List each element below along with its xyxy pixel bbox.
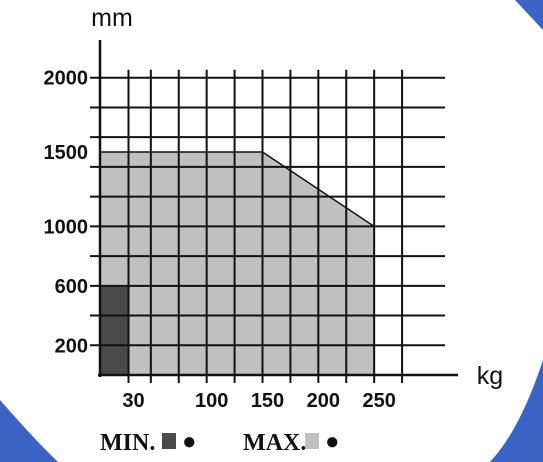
y-tick-label: 1500 [44, 142, 89, 164]
legend-label: MAX. [243, 430, 306, 456]
series-area-min [99, 285, 130, 376]
y-tick-label: 2000 [44, 68, 89, 90]
legend: MIN. ● MAX. ● [100, 429, 340, 456]
label-layer: 200 600 1000 1500 2000 30 100 150 200 250 mm kg [44, 4, 504, 412]
legend-bullet: ● [182, 429, 197, 455]
series-area-max [99, 151, 375, 376]
y-tick-label: 600 [55, 276, 88, 298]
x-tick-label: 200 [307, 390, 340, 412]
grid-layer [90, 69, 445, 383]
x-tick-label: 30 [122, 390, 144, 412]
x-tick-label: 250 [362, 390, 395, 412]
legend-label: MIN. [100, 430, 155, 456]
x-tick-label: 100 [195, 390, 228, 412]
x-tick-label: 150 [251, 390, 284, 412]
legend-swatch [162, 433, 176, 449]
series-layer [99, 151, 375, 376]
y-tick-label: 200 [55, 335, 88, 357]
legend-bullet: ● [325, 429, 340, 455]
legend-swatch [305, 433, 319, 449]
corner-decoration-top-right [515, 0, 543, 30]
y-axis-label: mm [91, 4, 133, 32]
x-axis-label: kg [477, 362, 503, 390]
y-tick-label: 1000 [44, 216, 89, 238]
corner-decoration-bottom-right [490, 360, 543, 462]
axis-layer [98, 40, 458, 377]
corner-decoration-bottom-left [0, 400, 58, 462]
